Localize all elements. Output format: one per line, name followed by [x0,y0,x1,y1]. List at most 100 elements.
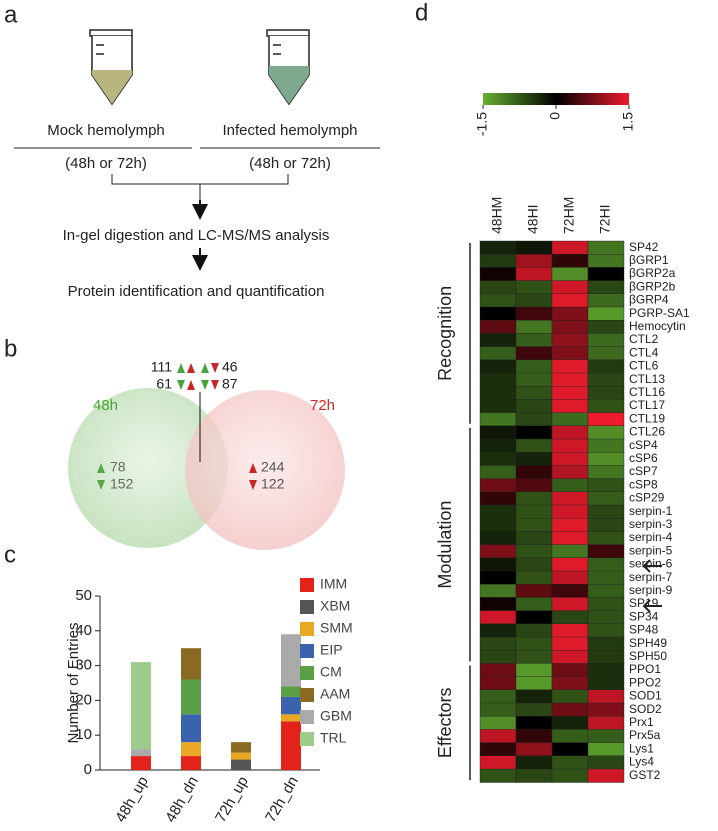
heatmap-cell [515,518,553,532]
panel-letter: c [4,541,16,568]
heatmap-cell [479,610,517,625]
heatmap-cell [479,676,517,691]
column-label: 72HM [561,197,577,234]
legend-label: SMM [320,620,353,636]
row-label: CTL17 [629,398,665,412]
heatmap-cell [587,359,625,374]
highlight-arrow [642,599,662,613]
heatmap-cell [479,280,517,295]
step-label: In-gel digestion and LC-MS/MS analysis [63,227,330,244]
legend-label: XBM [320,598,350,614]
row-label: PPO1 [629,662,661,676]
heatmap-cell [515,636,553,651]
heatmap-cell [515,491,553,506]
heatmap-cell [479,399,517,414]
venn-count: 78 [110,459,126,475]
venn-label: 48h [93,397,118,414]
row-label: Lys1 [629,741,654,755]
heatmap-cell [587,636,625,651]
heatmap-cell [587,716,625,730]
heatmap-cell [587,557,625,572]
heatmap-cell [551,768,589,783]
column-label: 48HI [525,204,541,234]
heatmap-cell [479,386,517,400]
heatmap-cell [515,676,553,691]
legend-label: CM [320,664,342,680]
legend-label: EIP [320,642,343,658]
heatmap-cell [551,636,589,651]
row-label: SPH50 [629,649,667,663]
row-label: CTL19 [629,411,665,425]
bar-segment [281,721,301,770]
heatmap-cell [587,531,625,546]
sample-label: Infected hemolymph [222,122,357,139]
row-label: Prx5a [629,728,661,742]
row-label: CTL13 [629,372,665,386]
heatmap-cell [515,253,553,268]
row-label: SP48 [629,623,659,637]
heatmap-cell [479,240,517,255]
venn-count: 46 [222,359,238,375]
tube [266,29,310,106]
heatmap-cell [479,768,517,783]
row-label: βGRP2b [629,279,676,293]
row-label: Lys4 [629,755,654,769]
heatmap-cell [515,742,553,757]
heatmap-cell [551,425,589,440]
heatmap-cell [587,372,625,387]
heatmap-cell [551,346,589,361]
panel-letter: a [4,1,18,28]
heatmap-cell [479,425,517,440]
heatmap-cell [479,663,517,678]
heatmap-cell [587,306,625,321]
heatmap-cell [551,755,589,770]
heatmap-cell [479,346,517,361]
highlight-arrow [642,559,662,573]
heatmap-cell [479,253,517,268]
y-axis-label: Number of Entries [65,623,82,744]
bar-segment [231,742,251,753]
heatmap-cell [587,399,625,414]
heatmap-cell [479,320,517,334]
heatmap-cell [587,267,625,282]
heatmap-cell [515,465,553,480]
heatmap-cell [515,716,553,730]
row-label: SP34 [629,609,659,623]
venn-count: 87 [222,376,238,392]
heatmap-cell [515,320,553,334]
heatmap-cell [551,240,589,255]
legend-label: IMM [320,576,347,592]
heatmap-cell [479,504,517,519]
heatmap-cell [587,597,625,612]
heatmap-cell [515,452,553,466]
bar-segment [181,742,201,757]
heatmap-cell [587,610,625,625]
tube [89,29,133,106]
heatmap-cell [551,267,589,282]
row-label: serpin-6 [629,557,673,571]
y-tick-label: 50 [75,587,92,604]
heatmap-cell [587,570,625,585]
heatmap-cell [479,584,517,598]
colorbar-tick-label: 0 [547,112,563,120]
heatmap-cell [515,399,553,414]
time-label: (48h or 72h) [65,155,147,172]
heatmap-cell [515,267,553,282]
heatmap-cell [515,663,553,678]
heatmap-cell [587,544,625,559]
group-label: Modulation [435,501,455,589]
heatmap-cell [515,438,553,453]
heatmap-cell [515,597,553,612]
row-label: cSP8 [629,477,658,491]
heatmap-cell [551,570,589,585]
heatmap-cell [587,465,625,480]
row-label: cSP4 [629,438,658,452]
row-label: SOD1 [629,689,662,703]
heatmap-cell [479,544,517,559]
heatmap-cell [479,518,517,532]
row-label: serpin-1 [629,504,673,518]
legend-swatch [300,732,314,746]
row-label: serpin-4 [629,530,673,544]
heatmap-cell [515,293,553,308]
